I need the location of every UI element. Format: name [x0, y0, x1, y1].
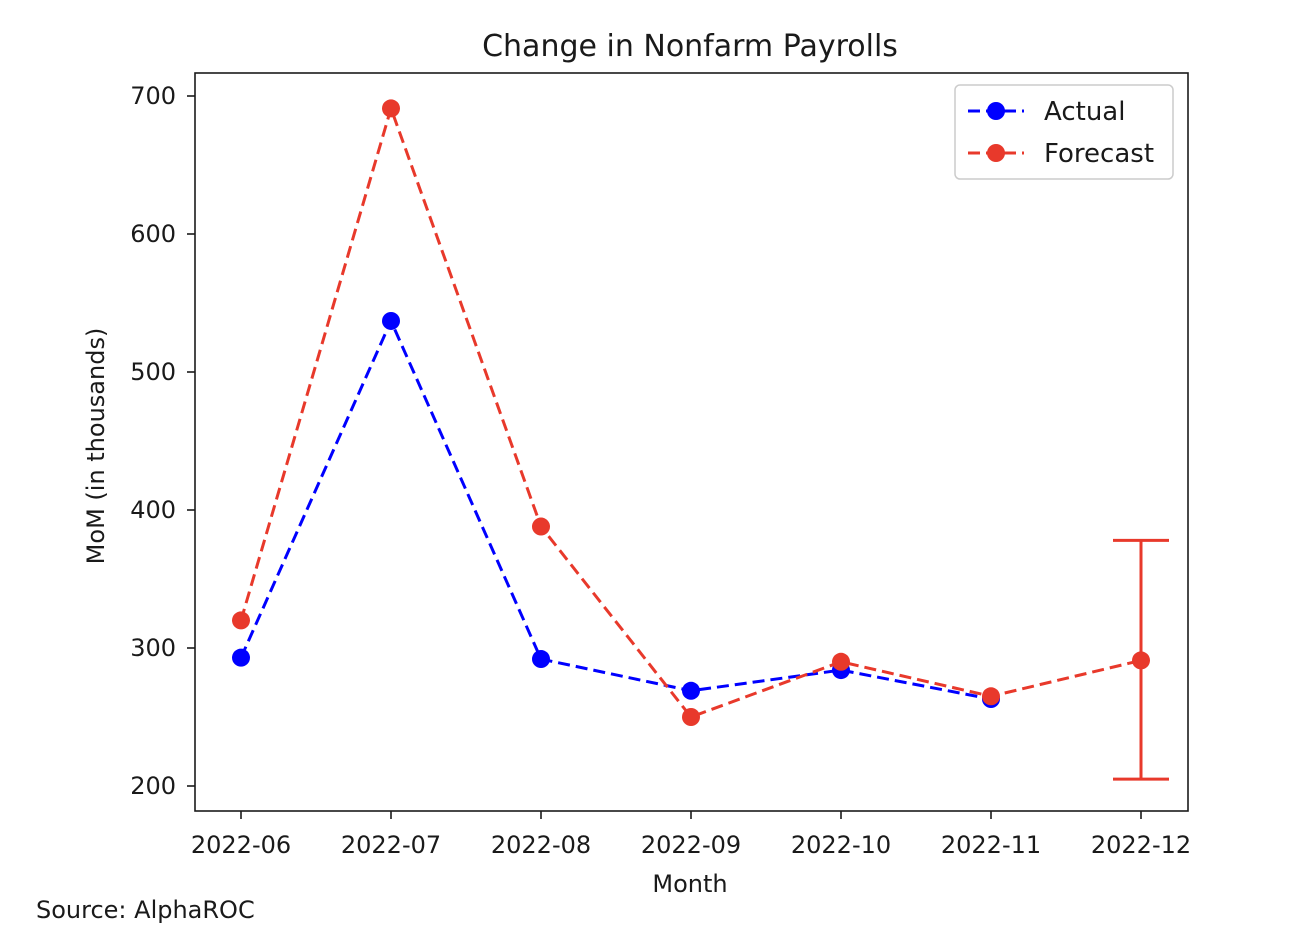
x-tick-label: 2022-09: [641, 831, 741, 859]
y-tick-label: 500: [130, 358, 176, 386]
data-point-actual: [232, 648, 250, 667]
data-point-forecast: [532, 517, 550, 536]
x-tick-label: 2022-07: [341, 831, 441, 859]
legend: Actual Forecast: [954, 84, 1174, 180]
legend-marker-forecast: [987, 144, 1005, 162]
x-tick-label: 2022-06: [191, 831, 291, 859]
data-point-actual: [532, 650, 550, 669]
legend-marker-actual: [987, 102, 1005, 120]
data-point-forecast: [832, 652, 850, 671]
legend-label-actual: Actual: [1044, 97, 1125, 127]
y-tick-label: 600: [130, 220, 176, 248]
data-point-actual: [682, 681, 700, 700]
legend-frame: [954, 84, 1174, 180]
y-axis-label: MoM (in thousands): [82, 328, 110, 565]
x-tick-label: 2022-11: [941, 831, 1041, 859]
y-tick-label: 400: [130, 496, 176, 524]
x-axis: 2022-06 2022-07 2022-08 2022-09 2022-10 2022-…: [191, 811, 1191, 859]
series-line-actual: [239, 317, 992, 701]
data-point-actual: [382, 311, 400, 330]
chart-title: Change in Nonfarm Payrolls: [482, 29, 898, 64]
data-point-forecast: [982, 687, 1000, 706]
source-note: Source: AlphaROC: [36, 896, 255, 924]
legend-label-forecast: Forecast: [1044, 139, 1154, 169]
y-tick-label: 700: [130, 82, 176, 110]
y-tick-label: 300: [130, 634, 176, 662]
series-layer: [232, 99, 1169, 781]
x-tick-label: 2022-10: [791, 831, 891, 859]
x-tick-label: 2022-12: [1091, 831, 1191, 859]
y-axis: 200 300 400 500 600 700: [130, 82, 195, 800]
y-tick-label: 200: [130, 772, 176, 800]
series-line-forecast: [239, 103, 1142, 719]
data-point-forecast: [382, 99, 400, 118]
x-axis-label: Month: [652, 870, 727, 898]
plot-area-frame: [194, 72, 1189, 812]
data-point-forecast: [1132, 651, 1150, 670]
data-point-forecast: [232, 611, 250, 630]
data-point-forecast: [682, 708, 700, 726]
x-tick-label: 2022-08: [491, 831, 591, 859]
